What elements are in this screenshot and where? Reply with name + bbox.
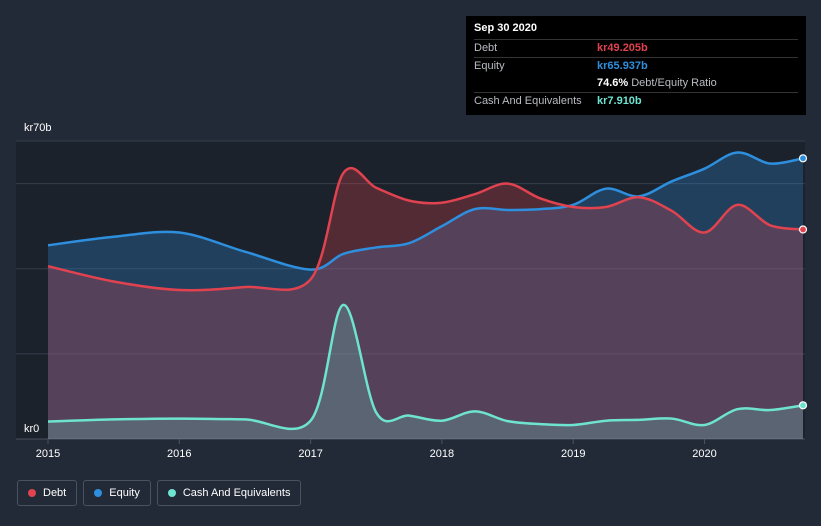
equity-line [47, 151, 804, 271]
tooltip-debt-row: Debt kr49.205b [474, 39, 798, 57]
tooltip-ratio-row: 74.6% Debt/Equity Ratio [474, 75, 798, 92]
x-tick-label: 2016 [167, 448, 191, 460]
plot-background [16, 141, 805, 439]
legend-debt-label: Debt [43, 487, 67, 499]
x-tick-label: 2017 [298, 448, 322, 460]
legend-equity-label: Equity [109, 487, 140, 499]
equity-endpoint[interactable] [798, 154, 808, 163]
cash-and-equivalents-endpoint[interactable] [798, 401, 808, 410]
tooltip-equity-value: kr65.937b [597, 60, 648, 72]
legend-equity-dot [94, 489, 103, 497]
legend-cash-label: Cash And Equivalents [182, 487, 291, 499]
tooltip-date: Sep 30 2020 [474, 22, 537, 34]
grid-lines [16, 140, 805, 440]
y-axis-bottom-label: kr0 [24, 423, 39, 435]
cash-and-equivalents-area [48, 304, 803, 439]
legend-cash-dot [167, 489, 176, 497]
series-lines [47, 151, 804, 431]
tooltip-cash-label: Cash And Equivalents [474, 95, 582, 107]
legend-item-cash[interactable]: Cash And Equivalents [156, 480, 302, 506]
x-tick-label: 2015 [36, 448, 60, 460]
cash-and-equivalents-line [47, 303, 804, 431]
tooltip-debt-value: kr49.205b [597, 42, 648, 54]
legend-item-debt[interactable]: Debt [17, 480, 78, 506]
series-areas [48, 152, 803, 440]
tooltip-ratio-value: 74.6% [597, 77, 629, 89]
tooltip-equity-label: Equity [474, 60, 505, 72]
x-tick-label: 2020 [692, 448, 716, 460]
legend-debt-dot [28, 489, 36, 497]
debt-endpoint[interactable] [798, 225, 808, 234]
data-tooltip: Sep 30 2020 Debt kr49.205b Equity kr65.9… [466, 16, 806, 115]
debt-line [47, 166, 804, 292]
tooltip-equity-row: Equity kr65.937b [474, 57, 798, 75]
series-endpoints [798, 154, 808, 410]
legend-item-equity[interactable]: Equity [83, 480, 151, 506]
tooltip-debt-label: Debt [474, 42, 498, 54]
debt-area [48, 168, 803, 439]
x-axis-ticks: 2015 2016 2017 2018 2019 2020 [36, 439, 717, 460]
y-axis-top-label: kr70b [24, 122, 52, 134]
chart-legend: Debt Equity Cash And Equivalents [17, 480, 302, 506]
x-tick-label: 2019 [561, 448, 585, 460]
x-tick-label: 2018 [430, 448, 454, 460]
tooltip-cash-value: kr7.910b [597, 95, 642, 107]
tooltip-ratio-label: Debt/Equity Ratio [631, 77, 717, 89]
equity-area [48, 152, 803, 440]
tooltip-cash-row: Cash And Equivalents kr7.910b [474, 92, 798, 110]
